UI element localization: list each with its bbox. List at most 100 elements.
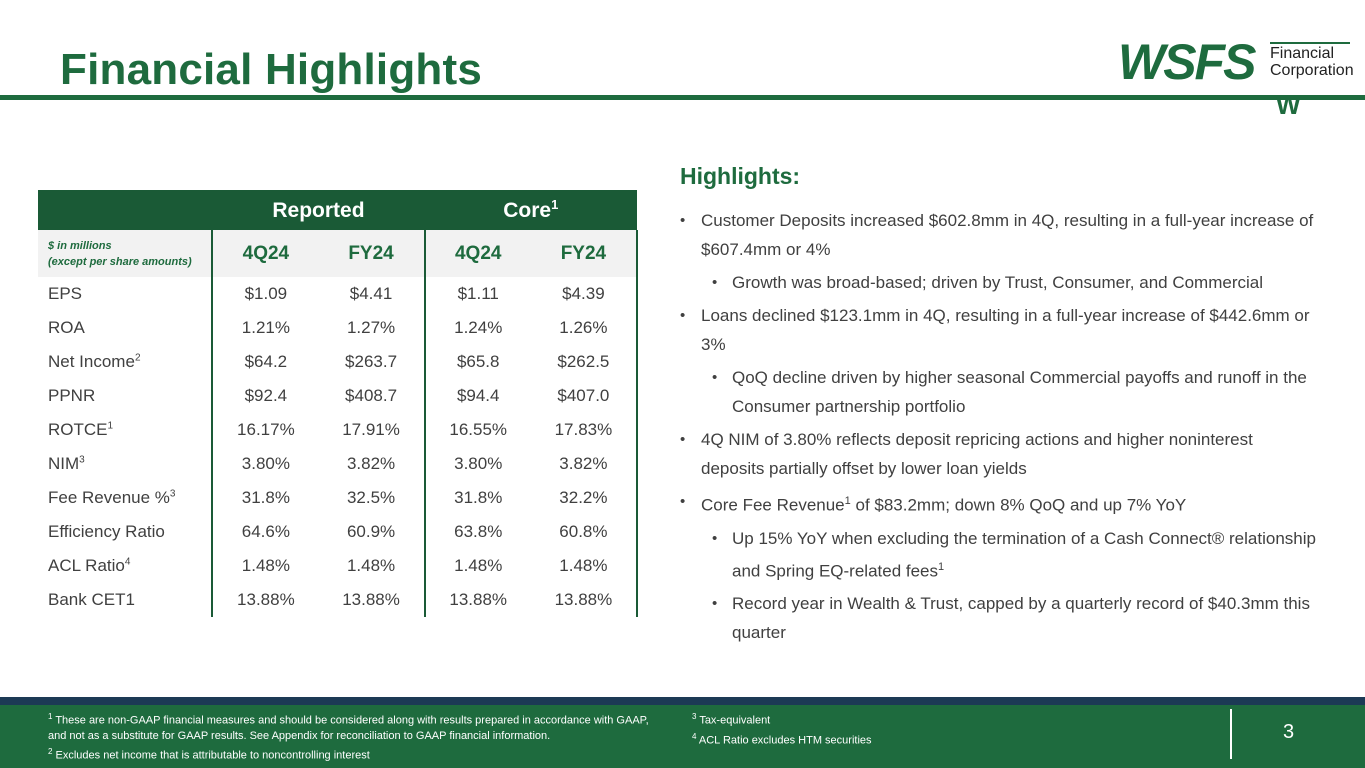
cell-reported-fy24: 17.91% bbox=[342, 420, 400, 439]
cell-reported-fy24: 13.88% bbox=[342, 590, 400, 609]
table-column-header-row: $ in millions (except per share amounts) … bbox=[38, 230, 639, 277]
bullet-dot-icon: • bbox=[712, 529, 718, 547]
highlight-bullet: • 4Q NIM of 3.80% reflects deposit repric… bbox=[680, 425, 1320, 483]
highlights-heading: Highlights: bbox=[680, 163, 801, 189]
bullet-dot-icon: • bbox=[680, 307, 686, 324]
cell-reported-fy24: 32.5% bbox=[346, 488, 396, 507]
footnote-4: 4 ACL Ratio excludes HTM securities bbox=[692, 731, 872, 747]
group-header-reported: Reported bbox=[212, 190, 425, 230]
logo-subtitle: Financial Corporation bbox=[1270, 45, 1354, 79]
cell-core-4q24: 13.88% bbox=[423, 583, 531, 617]
cell-reported-4q24: 3.80% bbox=[211, 447, 319, 481]
table-row: NIM3 3.80% 3.82% 3.80% 3.82% bbox=[38, 447, 639, 481]
cell-core-fy24: 60.8% bbox=[530, 515, 639, 549]
cell-core-fy24: $262.5 bbox=[530, 345, 639, 379]
row-label: Bank CET1 bbox=[48, 590, 135, 609]
cell-reported-4q24: 13.88% bbox=[211, 583, 319, 617]
cell-core-fy24: 1.26% bbox=[530, 311, 639, 345]
highlight-bullet: • Loans declined $123.1mm in 4Q, resultin… bbox=[680, 301, 1320, 359]
logo-wordmark: WSFS bbox=[1118, 34, 1256, 90]
cell-reported-4q24: $64.2 bbox=[211, 345, 319, 379]
highlights-list: • Customer Deposits increased $602.8mm in… bbox=[680, 206, 1320, 651]
cell-core-4q24: $94.4 bbox=[423, 379, 531, 413]
col-header-reported-4q24: 4Q24 bbox=[211, 230, 319, 277]
table-row: ROA 1.21% 1.27% 1.24% 1.26% bbox=[38, 311, 639, 345]
footer: 1 These are non-GAAP financial measures … bbox=[0, 705, 1365, 768]
bullet-dot-icon: • bbox=[680, 212, 686, 229]
cell-reported-fy24: 3.82% bbox=[346, 454, 396, 473]
table-corner-cell bbox=[38, 190, 213, 230]
cell-reported-4q24: 31.8% bbox=[211, 481, 319, 515]
row-label: ACL Ratio4 bbox=[48, 556, 131, 575]
cell-core-fy24: 1.48% bbox=[530, 549, 639, 583]
table-row: ACL Ratio4 1.48% 1.48% 1.48% 1.48% bbox=[38, 549, 639, 583]
cell-core-fy24: $4.39 bbox=[530, 277, 639, 311]
row-label: EPS bbox=[48, 284, 83, 303]
title-rule bbox=[0, 95, 1365, 100]
wsfs-logo: WSFS Financial Corporation W bbox=[1118, 34, 1354, 120]
highlight-sub-bullet: • QoQ decline driven by higher seasonal C… bbox=[680, 363, 1320, 421]
cell-reported-4q24: 16.17% bbox=[211, 413, 319, 447]
cell-core-4q24: $65.8 bbox=[423, 345, 531, 379]
highlight-bullet: • Customer Deposits increased $602.8mm in… bbox=[680, 206, 1320, 264]
highlight-sub-bullet: • Record year in Wealth & Trust, capped b… bbox=[680, 589, 1320, 647]
bullet-dot-icon: • bbox=[712, 369, 718, 386]
cell-core-4q24: 3.80% bbox=[423, 447, 531, 481]
table-row: Bank CET1 13.88% 13.88% 13.88% 13.88% bbox=[38, 583, 639, 617]
table-row: Fee Revenue %3 31.8% 32.5% 31.8% 32.2% bbox=[38, 481, 639, 515]
cell-reported-fy24: 1.27% bbox=[346, 318, 396, 337]
logo-sub-line2: Corporation bbox=[1270, 62, 1354, 79]
cell-reported-fy24: $408.7 bbox=[345, 386, 398, 405]
col-header-core-fy24: FY24 bbox=[530, 230, 639, 277]
cell-core-4q24: 16.55% bbox=[423, 413, 531, 447]
cell-reported-fy24: $4.41 bbox=[349, 284, 393, 303]
cell-core-fy24: 17.83% bbox=[530, 413, 639, 447]
cell-core-4q24: 63.8% bbox=[423, 515, 531, 549]
cell-reported-4q24: 1.21% bbox=[211, 311, 319, 345]
logo-w-mark: W bbox=[1276, 90, 1301, 120]
col-header-reported-fy24: FY24 bbox=[318, 230, 425, 277]
table-group-header-row: Reported Core1 bbox=[38, 190, 637, 230]
footer-accent-band bbox=[0, 697, 1365, 705]
footnote-3: 3 Tax-equivalent bbox=[692, 712, 771, 727]
row-label: Efficiency Ratio bbox=[48, 522, 165, 541]
footer-divider bbox=[1230, 709, 1232, 759]
cell-core-4q24: 1.24% bbox=[423, 311, 531, 345]
table-row: EPS $1.09 $4.41 $1.11 $4.39 bbox=[38, 277, 639, 311]
row-label: ROTCE1 bbox=[48, 420, 114, 439]
cell-reported-4q24: $1.09 bbox=[211, 277, 319, 311]
footnotes-right: 3 Tax-equivalent 4 ACL Ratio excludes HT… bbox=[692, 709, 1092, 748]
row-label: Fee Revenue %3 bbox=[48, 488, 176, 507]
table-body: EPS $1.09 $4.41 $1.11 $4.39 ROA 1.21% 1.27% 1.24… bbox=[38, 277, 639, 617]
logo-sub-line1: Financial bbox=[1270, 45, 1335, 62]
financial-metrics-table: Reported Core1 $ in millions (except per … bbox=[38, 190, 639, 617]
cell-core-4q24: $1.11 bbox=[423, 277, 531, 311]
cell-reported-fy24: $263.7 bbox=[345, 352, 398, 371]
cell-reported-4q24: 64.6% bbox=[211, 515, 319, 549]
row-label: NIM3 bbox=[48, 454, 85, 473]
cell-reported-fy24: 60.9% bbox=[346, 522, 396, 541]
bullet-dot-icon: • bbox=[680, 431, 686, 448]
cell-core-4q24: 31.8% bbox=[423, 481, 531, 515]
row-label: ROA bbox=[48, 318, 85, 337]
units-note: $ in millions (except per share amounts) bbox=[38, 230, 213, 277]
footnote-1: 1 These are non-GAAP financial measures … bbox=[48, 712, 649, 742]
table-row: Net Income2 $64.2 $263.7 $65.8 $262.5 bbox=[38, 345, 639, 379]
highlight-bullet: • Core Fee Revenue1 of $83.2mm; down 8% Q… bbox=[680, 487, 1320, 520]
col-header-core-4q24: 4Q24 bbox=[423, 230, 531, 277]
cell-core-fy24: 32.2% bbox=[530, 481, 639, 515]
group-header-core: Core1 bbox=[424, 190, 637, 230]
cell-core-fy24: 3.82% bbox=[530, 447, 639, 481]
table-row: PPNR $92.4 $408.7 $94.4 $407.0 bbox=[38, 379, 639, 413]
cell-reported-fy24: 1.48% bbox=[346, 556, 396, 575]
table-row: ROTCE1 16.17% 17.91% 16.55% 17.83% bbox=[38, 413, 639, 447]
row-label: PPNR bbox=[48, 386, 96, 405]
bullet-dot-icon: • bbox=[712, 274, 718, 291]
cell-core-4q24: 1.48% bbox=[423, 549, 531, 583]
highlight-sub-bullet: • Up 15% YoY when excluding the terminati… bbox=[680, 524, 1320, 586]
highlight-sub-bullet: • Growth was broad-based; driven by Trust… bbox=[680, 268, 1320, 297]
row-label: Net Income2 bbox=[48, 352, 141, 371]
cell-reported-4q24: $92.4 bbox=[211, 379, 319, 413]
bullet-dot-icon: • bbox=[680, 493, 686, 510]
bullet-dot-icon: • bbox=[712, 595, 718, 613]
